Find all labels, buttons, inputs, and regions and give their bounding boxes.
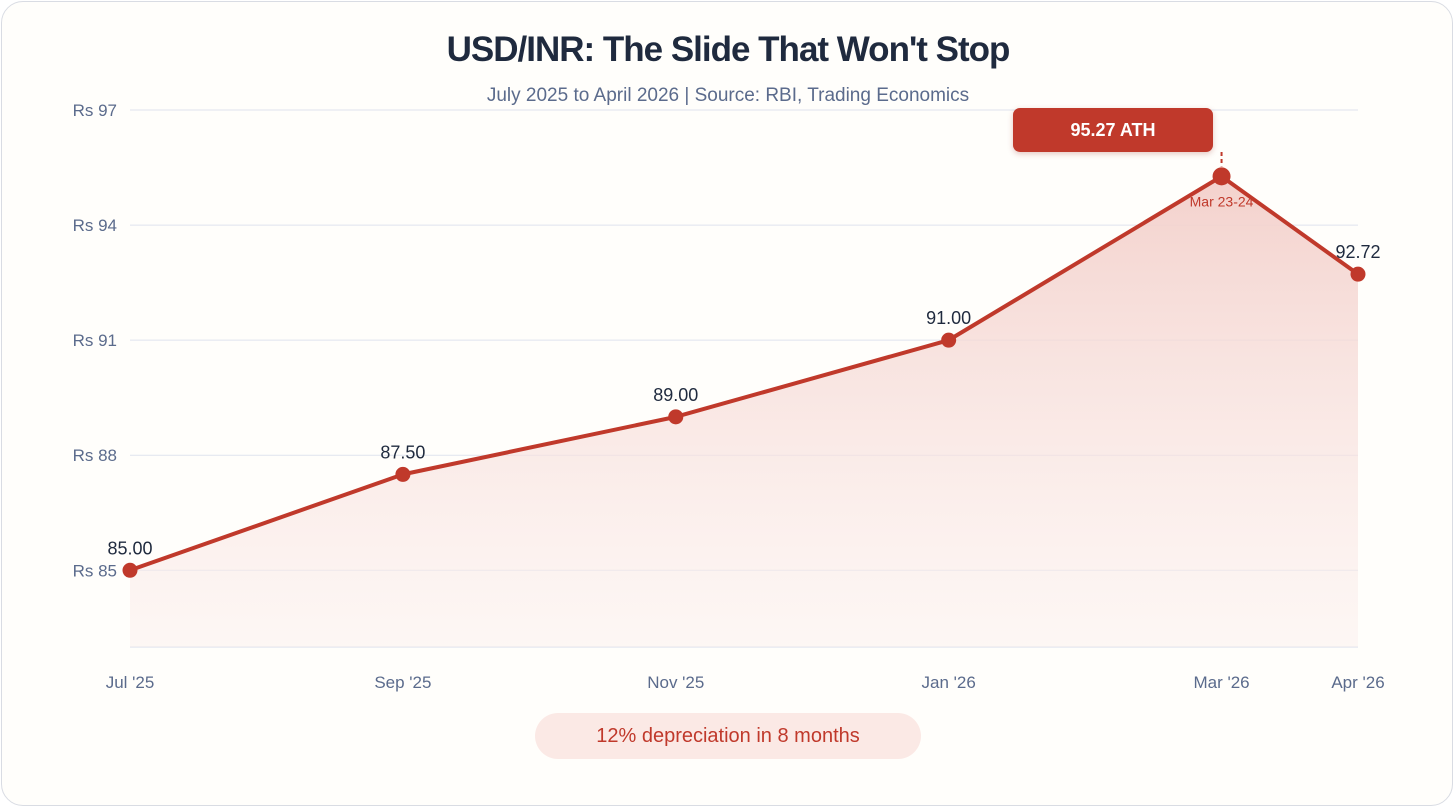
x-tick-label: Jul '25 bbox=[106, 673, 155, 692]
y-tick-label: Rs 88 bbox=[73, 446, 117, 465]
data-point bbox=[1350, 266, 1366, 282]
y-tick-label: Rs 91 bbox=[73, 331, 117, 350]
data-point bbox=[395, 466, 411, 482]
data-points bbox=[122, 167, 1366, 578]
data-label: 92.72 bbox=[1335, 242, 1380, 262]
area-fill bbox=[130, 176, 1358, 648]
peak-callout-badge: 95.27 ATH bbox=[1013, 108, 1213, 152]
peak-date-label: Mar 23-24 bbox=[1190, 193, 1254, 209]
data-label: 91.00 bbox=[926, 308, 971, 328]
data-point bbox=[122, 562, 138, 578]
data-point bbox=[941, 332, 957, 348]
y-tick-label: Rs 97 bbox=[73, 101, 117, 120]
peak-annotation: Mar 23-24 bbox=[1190, 152, 1254, 209]
series-line-path bbox=[128, 174, 1360, 573]
x-tick-label: Nov '25 bbox=[647, 673, 704, 692]
y-tick-label: Rs 85 bbox=[73, 561, 117, 580]
depreciation-summary-pill: 12% depreciation in 8 months bbox=[535, 713, 921, 759]
chart-subtitle: July 2025 to April 2026 | Source: RBI, T… bbox=[486, 85, 970, 106]
x-tick-label: Mar '26 bbox=[1193, 673, 1249, 692]
x-tick-label: Apr '26 bbox=[1331, 673, 1384, 692]
area-fill-path bbox=[130, 176, 1358, 648]
data-label: 89.00 bbox=[653, 385, 698, 405]
x-tick-label: Jan '26 bbox=[922, 673, 976, 692]
data-point bbox=[668, 409, 684, 425]
chart-title: USD/INR: The Slide That Won't Stop bbox=[446, 30, 1011, 69]
data-label: 87.50 bbox=[380, 442, 425, 462]
y-axis-ticks: Rs 85 Rs 88 Rs 91 Rs 94 Rs 97 bbox=[73, 101, 117, 580]
data-labels: 85.00 87.50 89.00 91.00 92.72 bbox=[107, 242, 1380, 558]
x-tick-label: Sep '25 bbox=[374, 673, 431, 692]
y-tick-label: Rs 94 bbox=[73, 216, 117, 235]
x-axis-ticks: Jul '25 Sep '25 Nov '25 Jan '26 Mar '26 Apr '… bbox=[106, 673, 1385, 692]
data-label: 85.00 bbox=[107, 538, 152, 558]
data-point bbox=[1212, 167, 1231, 186]
series-line bbox=[128, 174, 1360, 573]
